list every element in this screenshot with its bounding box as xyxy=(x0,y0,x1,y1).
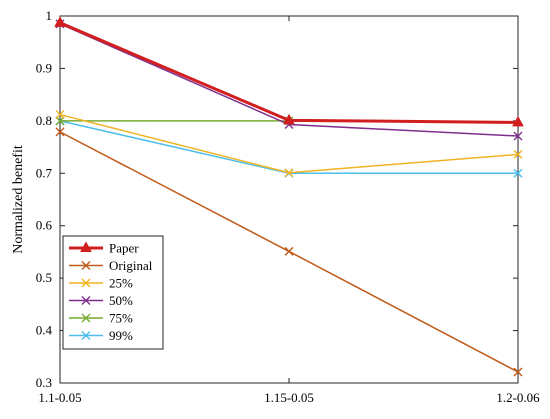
series-99-line xyxy=(59,120,518,175)
y-tick-label: 0.6 xyxy=(36,218,53,233)
series-99-point xyxy=(513,168,523,178)
series-50-point xyxy=(513,131,523,141)
legend-label: 25% xyxy=(109,276,133,291)
series-paper-line xyxy=(59,21,519,124)
legend-label: 99% xyxy=(109,328,133,343)
series-25-point xyxy=(513,149,523,159)
x-tick-label: 1.1-0.05 xyxy=(38,390,81,405)
legend-50: 50% xyxy=(69,293,133,308)
legend: Paper Original 25% 50% 75% 99% xyxy=(62,235,164,350)
legend-75: 75% xyxy=(69,311,133,326)
legend-swatch-marker xyxy=(81,261,91,270)
series-25-point xyxy=(284,168,294,178)
series-paper-point xyxy=(512,115,524,127)
legend-label: 50% xyxy=(109,293,133,308)
legend-99: 99% xyxy=(69,328,133,343)
series-original-point xyxy=(55,127,65,137)
legend-25: 25% xyxy=(69,276,133,291)
legend-swatch-marker xyxy=(81,331,91,340)
legend-paper: Paper xyxy=(69,241,139,256)
y-tick-label: 0.8 xyxy=(36,113,52,128)
y-tick-label: 0.9 xyxy=(36,60,52,75)
legend-label: 75% xyxy=(109,311,133,326)
y-tick-label: 0.7 xyxy=(36,165,53,180)
x-tick-label: 1.15-0.05 xyxy=(264,390,314,405)
legend-swatch-marker xyxy=(81,313,91,323)
series-original-point xyxy=(284,246,294,256)
legend-swatch-marker xyxy=(81,296,91,305)
x-tick-label: 1.2-0.06 xyxy=(496,390,540,405)
y-axis-label: Normalized benefit xyxy=(11,145,26,254)
legend-label: Paper xyxy=(109,241,139,256)
legend-swatch-marker xyxy=(80,241,92,252)
series-original-point xyxy=(513,367,523,377)
y-tick-label: 0.3 xyxy=(36,375,52,390)
y-tick-label: 0.5 xyxy=(36,270,52,285)
series-paper-point xyxy=(54,16,66,27)
y-tick-label: 1 xyxy=(46,8,53,23)
legend-original: Original xyxy=(69,258,153,273)
y-tick-label: 0.4 xyxy=(36,323,53,338)
legend-box xyxy=(62,235,164,350)
legend-label: Original xyxy=(109,258,153,273)
legend-swatch-marker xyxy=(81,278,91,288)
series-paper-point xyxy=(283,113,295,125)
series-25-point xyxy=(55,110,65,120)
